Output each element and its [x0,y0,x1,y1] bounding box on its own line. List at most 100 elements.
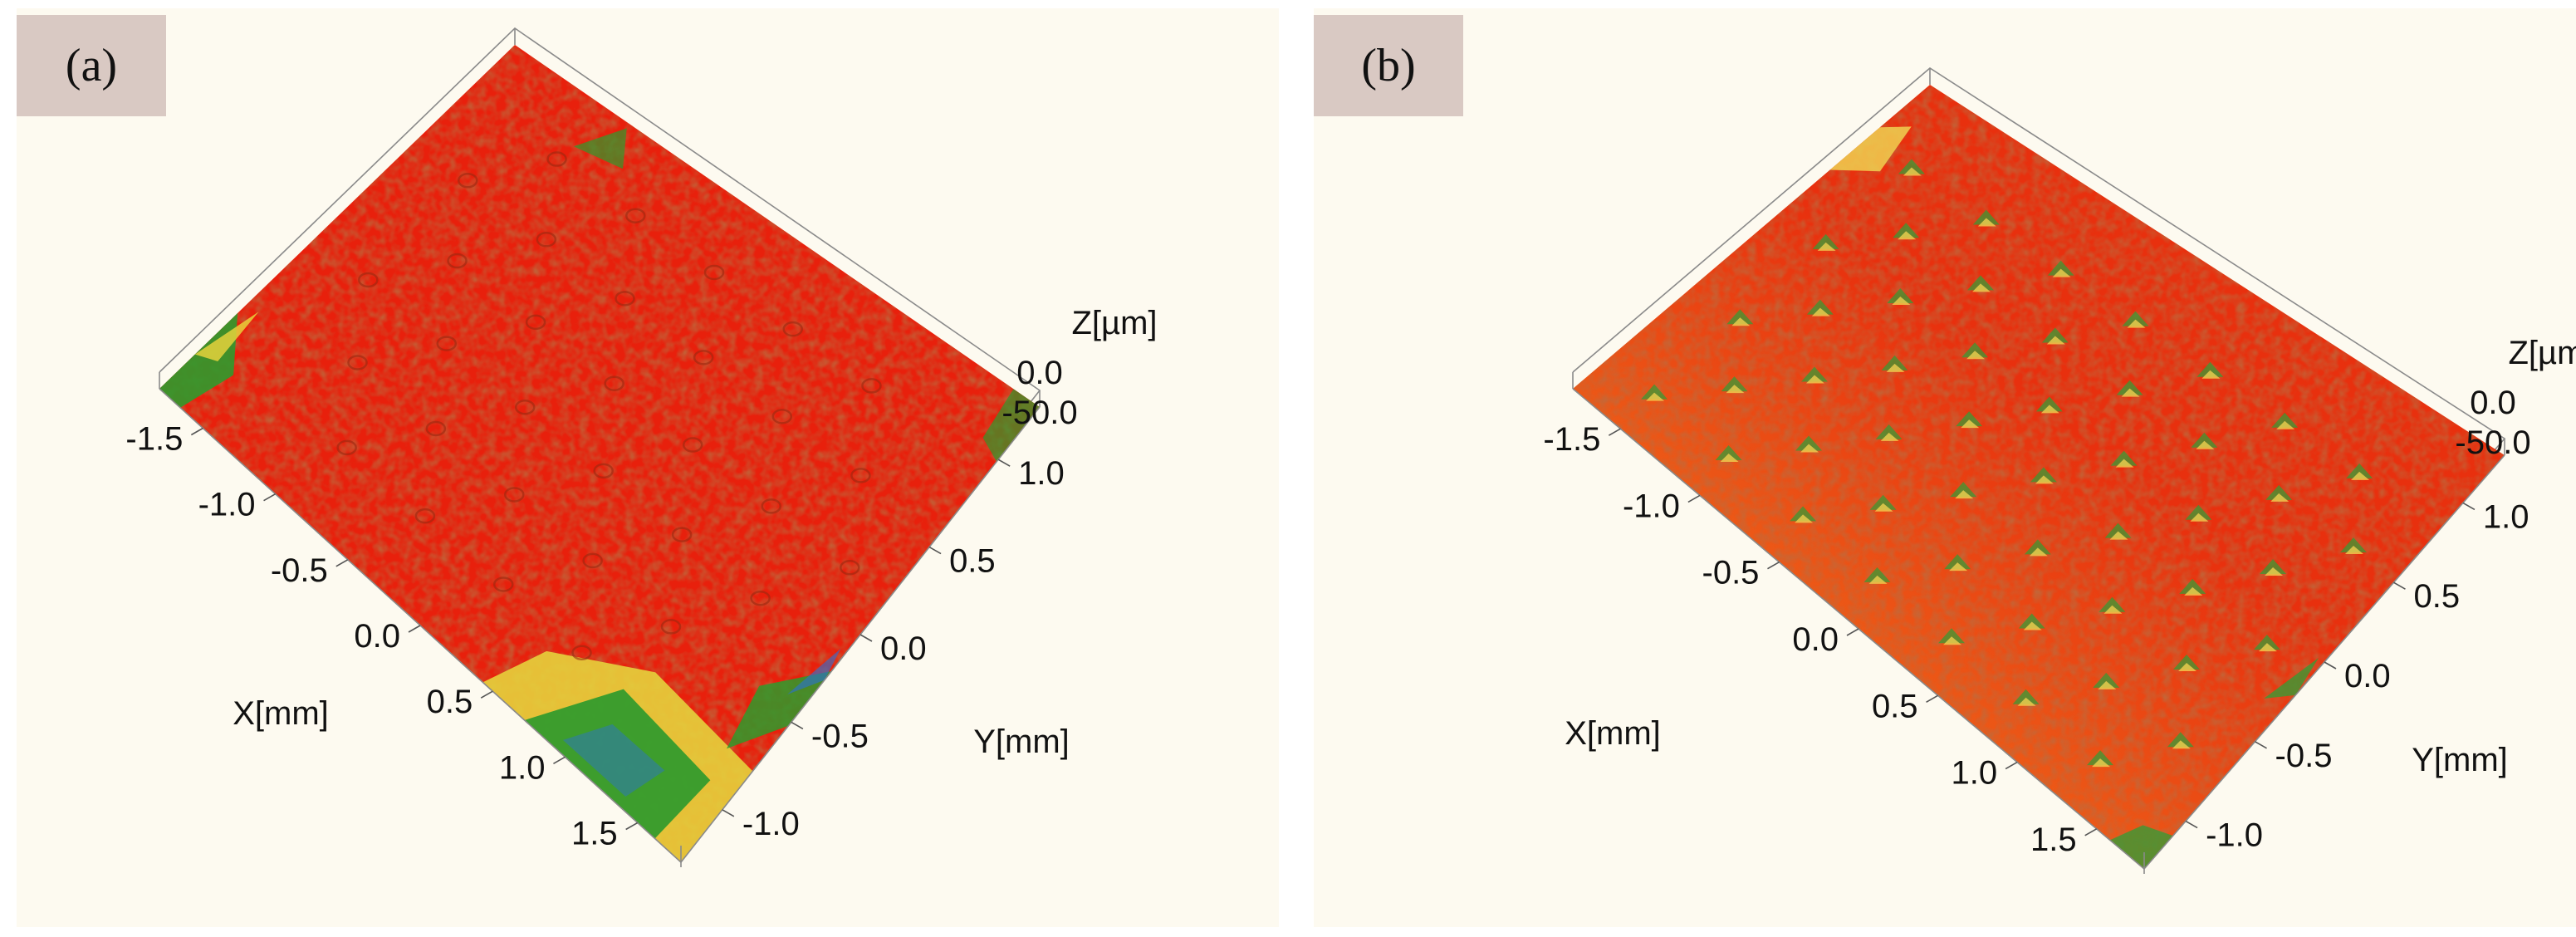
low-region [194,312,259,361]
dimple-rim [2092,758,2111,768]
z-axis-title: Z[µm] [2508,335,2576,371]
x-tick [1846,628,1859,636]
x-tick-label: 1.5 [571,816,618,852]
dimple-rim [2344,545,2363,554]
dimple-rim [1977,218,1996,227]
dimple-rim [2023,621,2042,630]
y-axis-title: Y[mm] [2412,742,2508,778]
x-tick [1687,494,1701,503]
x-tick-label: -1.5 [125,421,183,458]
dimple [861,378,882,394]
dimple-rim [2109,531,2128,540]
dimple [2339,537,2367,552]
dimple [1956,411,1983,427]
dimple [2346,463,2373,478]
dimple [1863,567,1891,582]
dimple [660,619,682,635]
dimple [1950,482,1977,498]
dimple [414,508,436,524]
surface-plot-b: -1.5 -1.0 -0.5 0.0 0.5 1.0 1.5 -1.0 -0.5 0.0 0.5 1.… [1543,67,2576,874]
dimple-rim [1971,283,1991,292]
dimple [1721,376,1748,392]
dimple [504,487,525,503]
dimple [2179,578,2206,594]
dimple-rim [2046,336,2065,345]
dimple-rim [2190,513,2209,522]
dimple [2024,539,2051,555]
dimple-rim [1726,385,1745,394]
dimple-rim [2201,370,2221,379]
dimple [358,272,379,288]
x-tick [1767,562,1780,570]
dimple [771,409,793,424]
dimple-rim [1811,307,1830,316]
dimple [336,439,357,456]
x-tick-label: -1.5 [1543,421,1600,458]
dimple-rim [2196,440,2215,449]
dimple [2047,260,2074,276]
dimple [2099,596,2126,612]
low-region [524,689,711,839]
dimple [1887,288,1914,304]
x-tick-label: 0.0 [354,618,400,655]
dimple [2018,613,2045,629]
x-tick [625,822,639,831]
dimple [2030,467,2057,483]
dimple-rim [1949,562,1968,572]
dimple-rim [1646,392,1665,401]
dimple [693,350,714,365]
dimple-rim [2035,475,2054,484]
dimple [1944,554,1971,570]
dimple-rim [1898,231,1917,240]
dimple-rim [1966,351,1986,360]
dimple [1893,223,1920,238]
x-tick [1608,428,1621,436]
x-tick [2084,828,2098,836]
y-tick [2255,741,2267,749]
y-tick [2185,820,2198,829]
dimple-rim [2029,547,2048,557]
dimple [2122,311,2149,326]
y-tick-label: 0.0 [2344,658,2391,694]
dimple [1869,494,1897,510]
dimple-rim [2121,388,2140,397]
x-tick-label: -0.5 [1702,555,1760,591]
dimple [2191,432,2218,448]
dimple-rim [1874,503,1893,512]
z-tick-label: 0.0 [2470,385,2516,421]
dimple-rim [2052,268,2071,277]
dimple-rim [1805,375,1824,384]
dimple [1938,628,1966,644]
dimple [457,173,478,189]
dimple-rim [2172,740,2191,749]
dimple-rim [1892,297,1911,306]
surface-plot-a: -1.5 -1.0 -0.5 0.0 0.5 1.0 1.5 -1.0 -0.5 0.0 0.5 1.… [125,27,1158,867]
dimple [682,437,703,453]
z-tick-label: 0.0 [1016,355,1063,391]
low-region [726,670,832,749]
x-tick-label: 1.5 [2030,822,2077,858]
dimple [2012,689,2040,704]
x-tick-label: 0.5 [427,684,473,720]
panel-a: (a) -1.5 -1.0 -0.5 0.0 0.5 1.0 1.5 -1.0 -0.5 0.0 0… [17,8,1279,927]
dimple [2093,672,2120,688]
dimple [1898,159,1925,174]
dimple [761,498,781,514]
dimple [1875,424,1903,439]
dimple [625,208,646,224]
dimple [782,321,803,337]
y-tick [2462,502,2476,511]
y-tick-label: 0.5 [2413,578,2460,615]
dimple-rim [1955,490,1974,499]
dimple [2104,522,2132,538]
y-tick-label: -0.5 [811,718,869,754]
y-tick-label: 1.0 [1018,455,1065,492]
x-tick [1926,694,1938,703]
dimple [1790,506,1817,522]
dimple [1715,445,1742,461]
dimple-rim [1903,167,1922,176]
dimple-rim [2103,605,2123,614]
low-region [1829,126,1912,172]
y-tick-label: -1.0 [742,806,800,842]
dimple-rim [2178,663,2197,672]
